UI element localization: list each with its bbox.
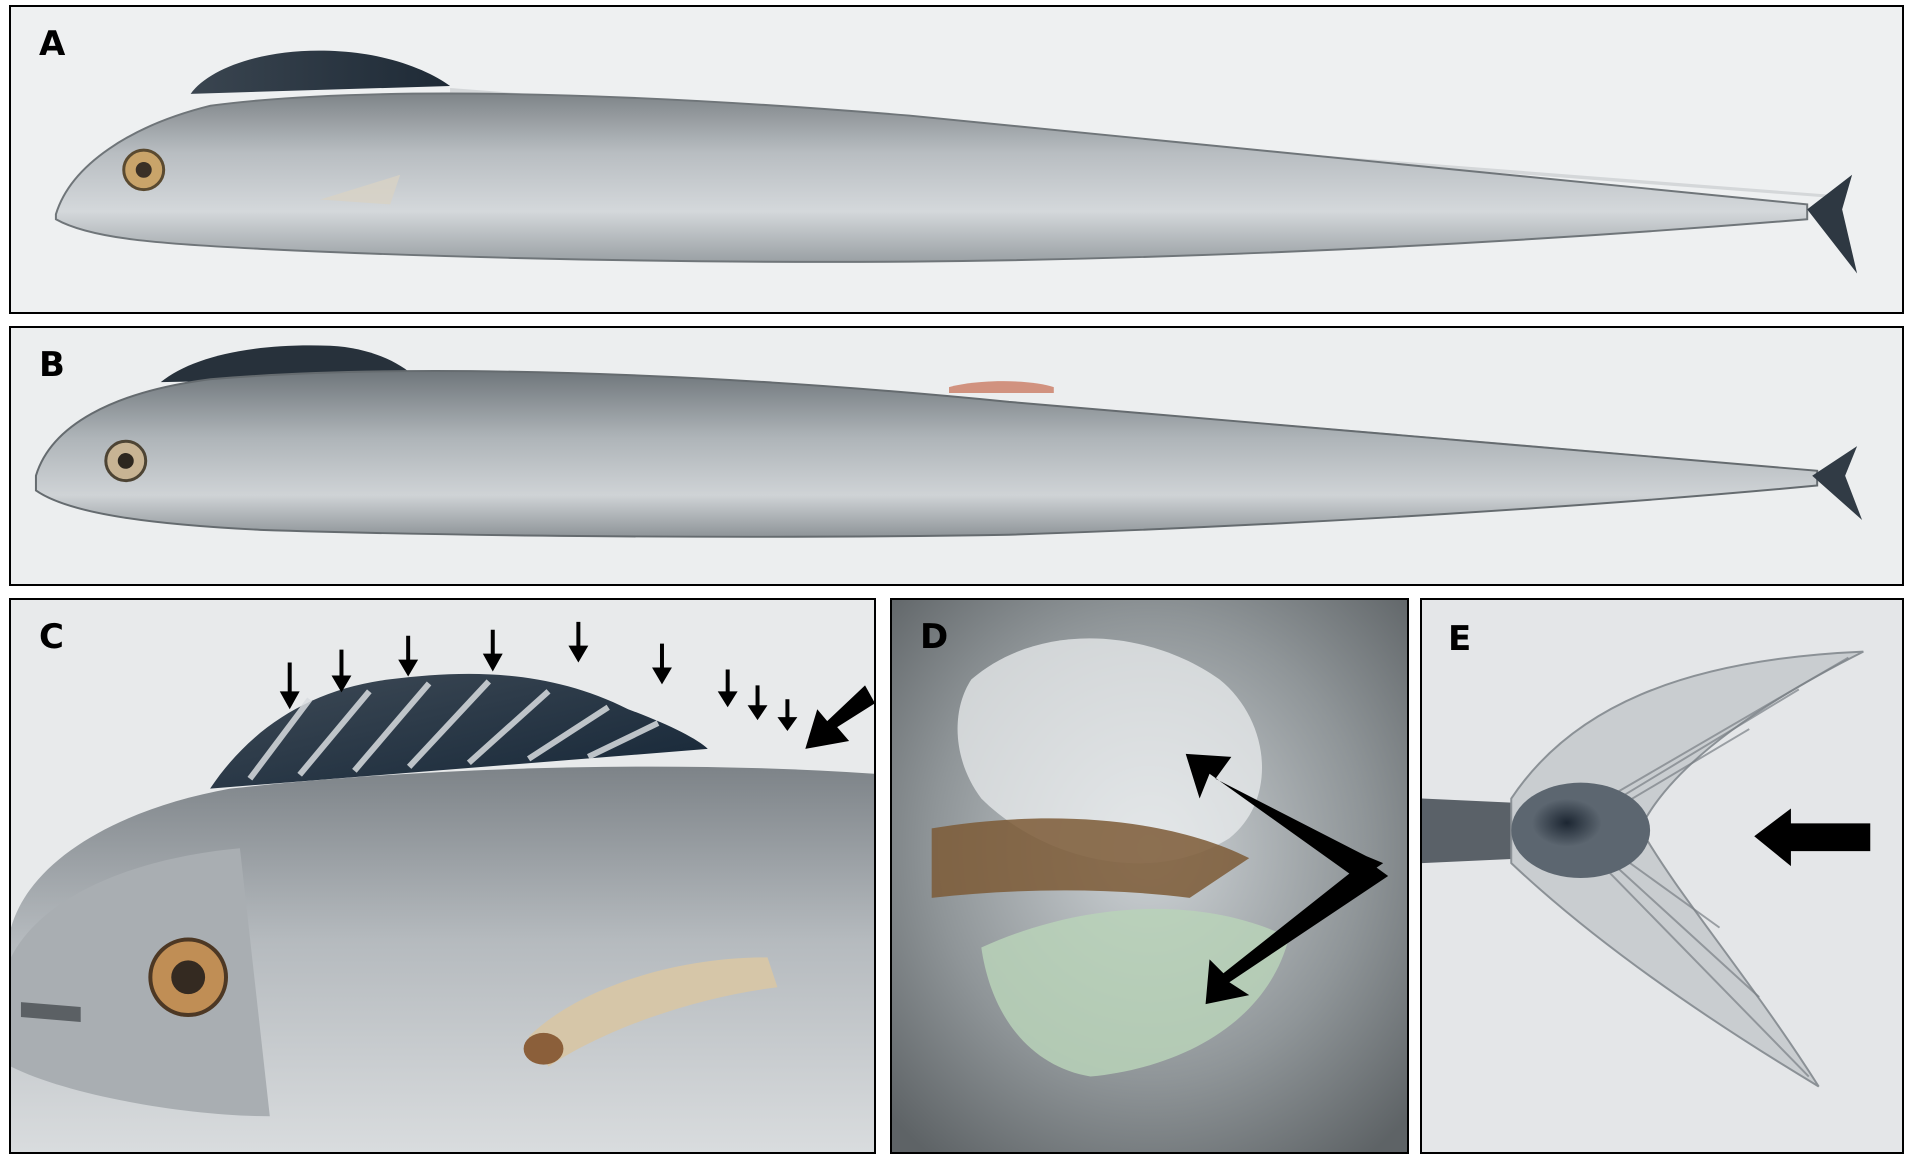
- panel-c: C: [9, 598, 876, 1154]
- arrow-diagonal-icon: [1205, 860, 1389, 1005]
- fish-full-body-image-a: [54, 50, 1858, 274]
- arrow-overlay-d: [1185, 753, 1389, 1005]
- panel-a: A: [9, 5, 1904, 314]
- arrow-down-icon: [652, 643, 672, 685]
- panel-label-b: B: [39, 345, 65, 385]
- arrow-left-icon: [1754, 808, 1871, 867]
- arrow-overlay-e: [1754, 808, 1871, 867]
- arrow-down-icon: [398, 635, 419, 677]
- fish-head-dorsal-fin-closeup-image: [11, 673, 874, 1152]
- arrow-overlay-c: [279, 621, 874, 749]
- caudal-fin-closeup-image: [1422, 650, 1864, 1088]
- panel-label-a: A: [39, 24, 66, 64]
- panel-label-e: E: [1448, 619, 1472, 659]
- arrow-down-icon: [482, 629, 503, 672]
- panel-b: B: [9, 326, 1904, 586]
- panel-label-d: D: [920, 617, 949, 657]
- arrow-down-icon: [568, 621, 589, 663]
- arrow-down-icon: [747, 685, 768, 721]
- arrow-diagonal-icon: [1185, 753, 1384, 880]
- panel-d: D: [890, 598, 1409, 1154]
- arrow-down-icon: [717, 669, 738, 708]
- fish-full-body-image-b: [34, 345, 1863, 538]
- panel-e: E: [1420, 598, 1904, 1154]
- arrow-down-icon: [331, 649, 352, 693]
- arrow-down-icon: [777, 699, 798, 732]
- arrow-diagonal-icon: [805, 685, 874, 749]
- arrow-down-icon: [279, 662, 300, 710]
- panel-label-c: C: [39, 617, 64, 657]
- ventral-fin-closeup-image: [892, 600, 1407, 1152]
